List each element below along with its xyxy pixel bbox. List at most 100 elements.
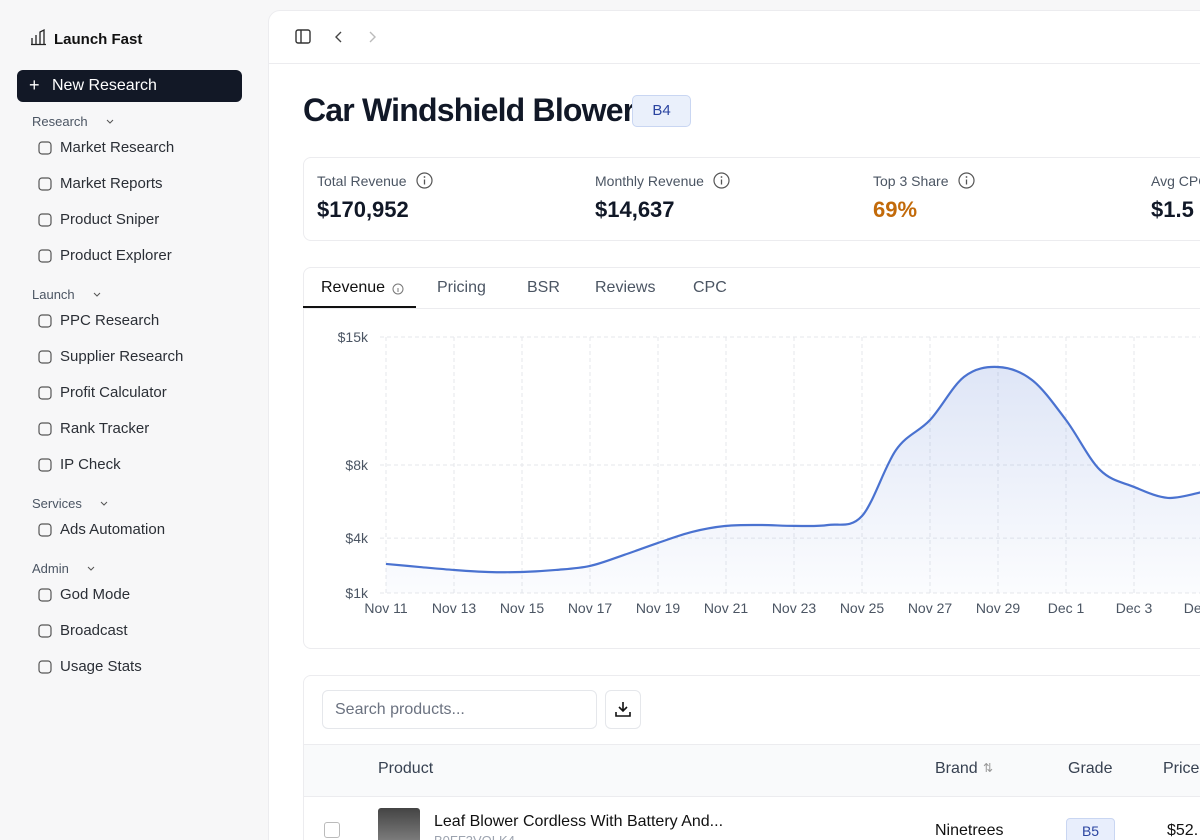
product-name: Leaf Blower Cordless With Battery And... — [434, 813, 724, 830]
nav-icon — [37, 349, 53, 370]
tab[interactable]: Reviews — [595, 279, 656, 296]
tab[interactable]: Pricing — [437, 279, 486, 296]
x-tick-label: Nov 13 — [432, 600, 477, 616]
stat-value: $1.5 — [1151, 197, 1194, 222]
search-input[interactable]: Search products... — [322, 690, 597, 729]
x-tick-label: Nov 25 — [840, 600, 885, 616]
nav-item[interactable]: Market Research — [60, 139, 175, 156]
nav-icon — [37, 176, 53, 197]
stat-value: 69% — [873, 197, 918, 222]
nav-item[interactable]: Ads Automation — [60, 521, 166, 538]
row-checkbox[interactable] — [324, 822, 340, 838]
nav-icon — [37, 623, 53, 644]
y-tick-label: $15k — [338, 329, 369, 345]
info-icon — [416, 172, 433, 194]
plus-icon: + — [29, 75, 40, 95]
column-header: Brand — [935, 760, 978, 777]
nav-icon — [37, 385, 53, 406]
x-tick-label: Nov 21 — [704, 600, 749, 616]
product-image — [378, 808, 420, 840]
x-tick-label: Nov 11 — [364, 600, 408, 616]
info-icon — [713, 172, 730, 194]
chevron — [106, 114, 114, 131]
x-tick-label: Nov 29 — [976, 600, 1021, 616]
y-tick-label: $4k — [345, 530, 369, 546]
stat-value: $170,952 — [317, 197, 409, 222]
nav-icon — [37, 587, 53, 608]
sort-icon: ⇅ — [983, 761, 994, 775]
tab-underline — [303, 306, 416, 308]
nav-icon — [37, 313, 53, 334]
nav-icon — [37, 212, 53, 233]
stats-card — [303, 157, 1200, 241]
x-tick-label: Nov 15 — [500, 600, 545, 616]
nav-item[interactable]: Rank Tracker — [60, 420, 150, 437]
line — [385, 365, 1200, 574]
tab-divider — [304, 308, 1200, 309]
nav-item[interactable]: Profit Calculator — [60, 384, 167, 401]
chevron — [100, 496, 108, 513]
tab[interactable]: Revenue — [321, 279, 386, 296]
nav-item[interactable]: IP Check — [60, 456, 121, 473]
button-label: New Research — [52, 77, 157, 94]
nav-icon — [37, 659, 53, 680]
chevron — [93, 287, 101, 304]
nav-item[interactable]: Supplier Research — [60, 348, 184, 365]
table-header — [304, 744, 1200, 797]
stat-label: Monthly Revenue — [595, 173, 704, 189]
nav-icon — [37, 421, 53, 442]
column-header: Product — [378, 760, 434, 777]
tab[interactable]: BSR — [527, 279, 560, 296]
section-header: Services — [32, 496, 82, 511]
column-header: Grade — [1068, 760, 1113, 777]
stat-value: $14,637 — [595, 197, 675, 222]
search-placeholder: Search products... — [335, 701, 465, 718]
section-header: Research — [32, 114, 88, 129]
new-research-button[interactable]: + New Research — [17, 70, 242, 102]
nav-item[interactable]: Broadcast — [60, 622, 128, 639]
toolbar-icons — [295, 29, 376, 44]
x-tick-label: Nov 17 — [568, 600, 613, 616]
divider — [269, 63, 1200, 64]
section-header: Admin — [32, 561, 69, 576]
nav-item[interactable]: Usage Stats — [60, 658, 142, 675]
brand: Launch Fast — [54, 31, 143, 48]
chevron — [87, 561, 95, 578]
info-icon — [958, 172, 975, 194]
x-tick-label: Nov 19 — [636, 600, 681, 616]
area — [386, 366, 1200, 593]
download-button[interactable] — [605, 690, 641, 729]
nav-icon — [37, 248, 53, 269]
x-tick-label: Dec 1 — [1048, 600, 1085, 616]
x-tick-label: Nov 27 — [908, 600, 953, 616]
info-icon — [392, 282, 404, 300]
nav-icon — [37, 457, 53, 478]
nav-icon — [37, 522, 53, 543]
column-header: Price — [1163, 760, 1200, 777]
section-header: Launch — [32, 287, 75, 302]
tab[interactable]: CPC — [693, 279, 727, 296]
nav-item[interactable]: Product Sniper — [60, 211, 160, 228]
price: $52. — [1167, 822, 1199, 839]
nav-item[interactable]: Product Explorer — [60, 247, 172, 264]
brand-icon — [30, 28, 48, 51]
asin: B0FF3VQLK4 — [434, 833, 515, 840]
nav-item[interactable]: God Mode — [60, 586, 131, 603]
page-title: Car Windshield Blower — [303, 92, 635, 128]
brand: Ninetrees — [935, 822, 1004, 839]
x-tick-label: Dec 3 — [1116, 600, 1153, 616]
grade-badge: B4 — [632, 95, 691, 127]
stat-label: Avg CPC — [1151, 173, 1200, 189]
nav-item[interactable]: PPC Research — [60, 312, 160, 329]
stat-label: Top 3 Share — [873, 173, 949, 189]
stat-label: Total Revenue — [317, 173, 407, 189]
x-tick-label: Dec 5 — [1184, 600, 1200, 616]
nav-item[interactable]: Market Reports — [60, 175, 163, 192]
nav-icon — [37, 140, 53, 161]
y-tick-label: $8k — [345, 457, 369, 473]
grade-badge: B5 — [1066, 818, 1115, 840]
y-tick-label: $1k — [345, 585, 369, 601]
x-tick-label: Nov 23 — [772, 600, 817, 616]
